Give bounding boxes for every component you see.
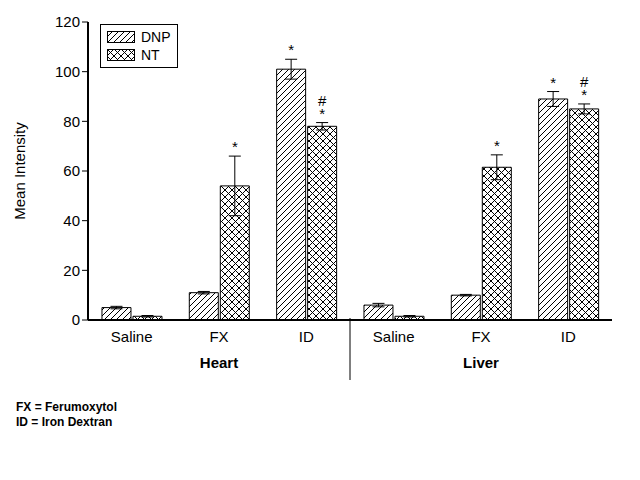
svg-text:40: 40 bbox=[63, 212, 80, 229]
svg-text:FX: FX bbox=[209, 328, 228, 345]
svg-text:ID: ID bbox=[299, 328, 314, 345]
svg-text:*: * bbox=[319, 105, 325, 122]
svg-text:80: 80 bbox=[63, 113, 80, 130]
svg-text:0: 0 bbox=[72, 311, 80, 328]
svg-text:20: 20 bbox=[63, 262, 80, 279]
svg-text:100: 100 bbox=[55, 63, 80, 80]
svg-text:*: * bbox=[494, 137, 500, 154]
svg-text:*: * bbox=[288, 41, 294, 58]
svg-text:ID: ID bbox=[561, 328, 576, 345]
svg-text:*: * bbox=[550, 74, 556, 91]
svg-text:Saline: Saline bbox=[111, 328, 153, 345]
html-text:ID = Iron Dextran: ID = Iron Dextran bbox=[16, 415, 113, 429]
svg-text:*: * bbox=[232, 138, 238, 155]
svg-text:*: * bbox=[581, 86, 587, 103]
html-text:NT: NT bbox=[141, 47, 160, 63]
svg-text:Heart: Heart bbox=[200, 354, 238, 371]
html-text:FX = Ferumoxytol: FX = Ferumoxytol bbox=[16, 400, 117, 414]
svg-text:60: 60 bbox=[63, 162, 80, 179]
svg-text:Mean Intensity: Mean Intensity bbox=[11, 122, 28, 220]
svg-text:Saline: Saline bbox=[373, 328, 415, 345]
svg-text:Liver: Liver bbox=[463, 354, 499, 371]
html-text:DNP: DNP bbox=[141, 29, 171, 45]
svg-text:120: 120 bbox=[55, 13, 80, 30]
svg-text:FX: FX bbox=[471, 328, 490, 345]
